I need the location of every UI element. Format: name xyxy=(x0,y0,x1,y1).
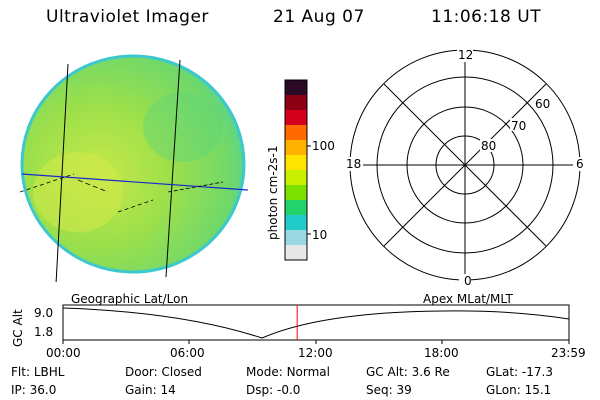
glon-label: GLon: xyxy=(486,383,521,397)
glat-label: GLat: xyxy=(486,365,519,379)
coastline xyxy=(167,181,224,193)
gc-altitude-info: GC Alt: 3.6 Re xyxy=(366,365,450,379)
colorbar-tick-10: 10 xyxy=(312,228,328,242)
ip-label: IP: xyxy=(11,383,26,397)
altitude-curve xyxy=(62,307,570,339)
mode-label: Mode: xyxy=(246,365,283,379)
mlt-label-12: 12 xyxy=(458,48,474,62)
sequence-label: Seq: xyxy=(366,383,393,397)
colorbar-segment xyxy=(285,125,307,141)
colorbar-tick-100: 100 xyxy=(312,139,335,153)
time-tick-1200: 12:00 xyxy=(298,346,333,360)
colorbar-segment xyxy=(285,170,307,186)
glat-value: -17.3 xyxy=(521,365,553,379)
colorbar-segment xyxy=(285,185,307,201)
colorbar-segment xyxy=(285,80,307,96)
observation-date: 21 Aug 07 xyxy=(273,7,365,27)
colorbar-segment xyxy=(285,200,307,216)
glon-value: 15.1 xyxy=(524,383,552,397)
latitude-line xyxy=(21,173,249,191)
altitude-tick-low: 1.8 xyxy=(34,325,54,339)
uv-image-panel xyxy=(19,54,249,282)
colorbar-segment xyxy=(285,230,307,246)
observation-time: 11:06:18 UT xyxy=(431,7,542,27)
sequence-value: 39 xyxy=(396,383,412,397)
altitude-tick-high: 9.0 xyxy=(34,306,54,320)
geographic-grid-label: Geographic Lat/Lon xyxy=(71,292,189,306)
colorbar xyxy=(284,79,311,261)
time-tick-0600: 06:00 xyxy=(170,346,205,360)
coastline xyxy=(117,199,154,213)
colorbar-segment xyxy=(285,245,307,261)
time-tick-2359: 23:59 xyxy=(551,346,586,360)
ip-value: 36.0 xyxy=(29,383,57,397)
mlt-label-0: 0 xyxy=(464,274,472,288)
polar-plot xyxy=(343,49,587,288)
sequence-info: Seq: 39 xyxy=(366,383,412,397)
door-label: Door: xyxy=(125,365,158,379)
gc-altitude-label: GC Alt: xyxy=(366,365,408,379)
filter-label: Flt: xyxy=(11,365,30,379)
colorbar-label: photon cm-2s-1 xyxy=(266,145,280,241)
filter-info: Flt: LBHL xyxy=(11,365,64,379)
glat-info: GLat: -17.3 xyxy=(486,365,553,379)
altitude-axis-label: GC Alt xyxy=(11,309,25,347)
door-info: Door: Closed xyxy=(125,365,202,379)
coastline xyxy=(19,173,75,193)
colorbar-segment xyxy=(285,95,307,111)
gain-value: 14 xyxy=(160,383,176,397)
filter-value: LBHL xyxy=(33,365,65,379)
mlt-label-6: 6 xyxy=(576,157,584,171)
glon-info: GLon: 15.1 xyxy=(486,383,551,397)
colorbar-segment xyxy=(285,155,307,171)
mode-value: Normal xyxy=(286,365,330,379)
mode-info: Mode: Normal xyxy=(246,365,330,379)
altitude-plot xyxy=(62,304,570,344)
instrument-title: Ultraviolet Imager xyxy=(46,7,209,27)
coastline xyxy=(77,179,109,193)
ip-info: IP: 36.0 xyxy=(11,383,56,397)
colorbar-segment xyxy=(285,215,307,231)
door-value: Closed xyxy=(161,365,202,379)
colorbar-segment xyxy=(285,110,307,126)
dsp-info: Dsp: -0.0 xyxy=(246,383,300,397)
gc-altitude-value: 3.6 Re xyxy=(411,365,450,379)
time-tick-1800: 18:00 xyxy=(424,346,459,360)
gain-info: Gain: 14 xyxy=(125,383,176,397)
dsp-label: Dsp: xyxy=(246,383,274,397)
mlat-label-80: 80 xyxy=(481,139,497,153)
mlat-label-70: 70 xyxy=(511,119,527,133)
mlt-label-18: 18 xyxy=(346,157,362,171)
gain-label: Gain: xyxy=(125,383,157,397)
colorbar-segment xyxy=(285,140,307,156)
longitude-line xyxy=(55,63,69,282)
time-tick-0000: 00:00 xyxy=(46,346,81,360)
dsp-value: -0.0 xyxy=(276,383,301,397)
longitude-line xyxy=(165,59,181,278)
mlat-label-60: 60 xyxy=(535,97,551,111)
apex-grid-label: Apex MLat/MLT xyxy=(423,292,513,306)
